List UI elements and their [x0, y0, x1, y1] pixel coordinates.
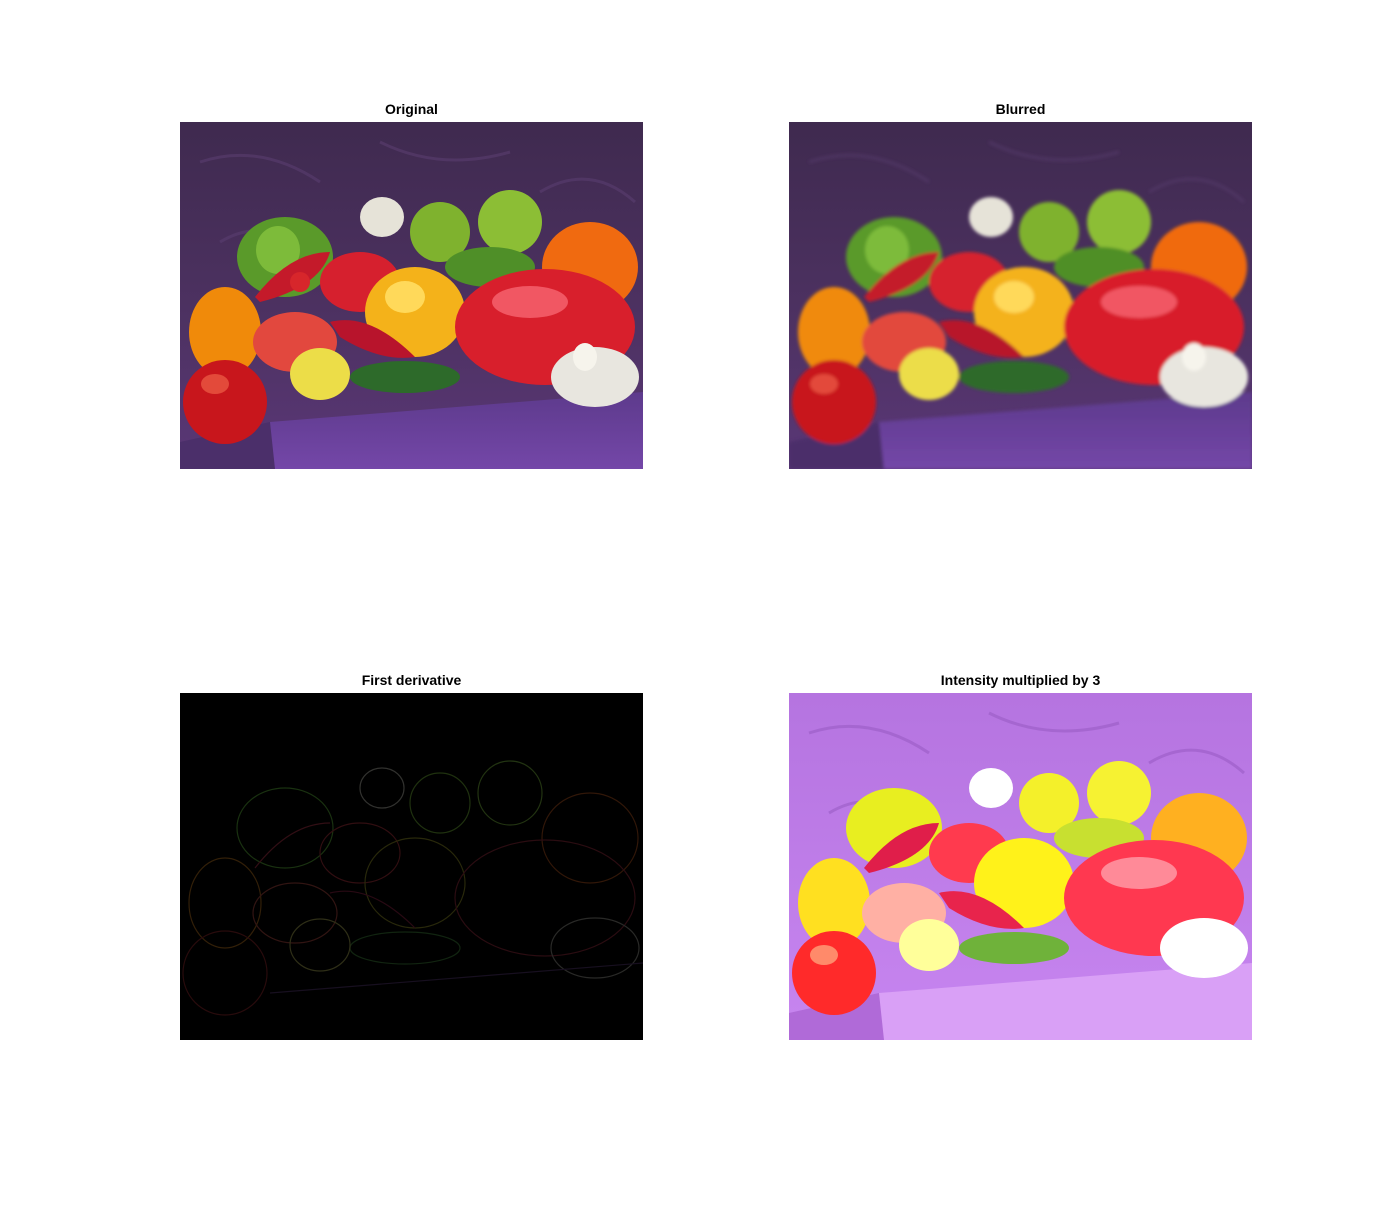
- panel-title-blurred: Blurred: [995, 101, 1046, 117]
- first-derivative-image: [180, 693, 643, 1040]
- panel-title-first-derivative: First derivative: [361, 672, 462, 688]
- panel-title-intensity-multiplied: Intensity multiplied by 3: [940, 672, 1101, 688]
- panel-title-original: Original: [385, 101, 438, 117]
- intensity-multiplied-image: [789, 693, 1252, 1040]
- blurred-peppers-image: [789, 122, 1252, 469]
- original-peppers-image: [180, 122, 643, 469]
